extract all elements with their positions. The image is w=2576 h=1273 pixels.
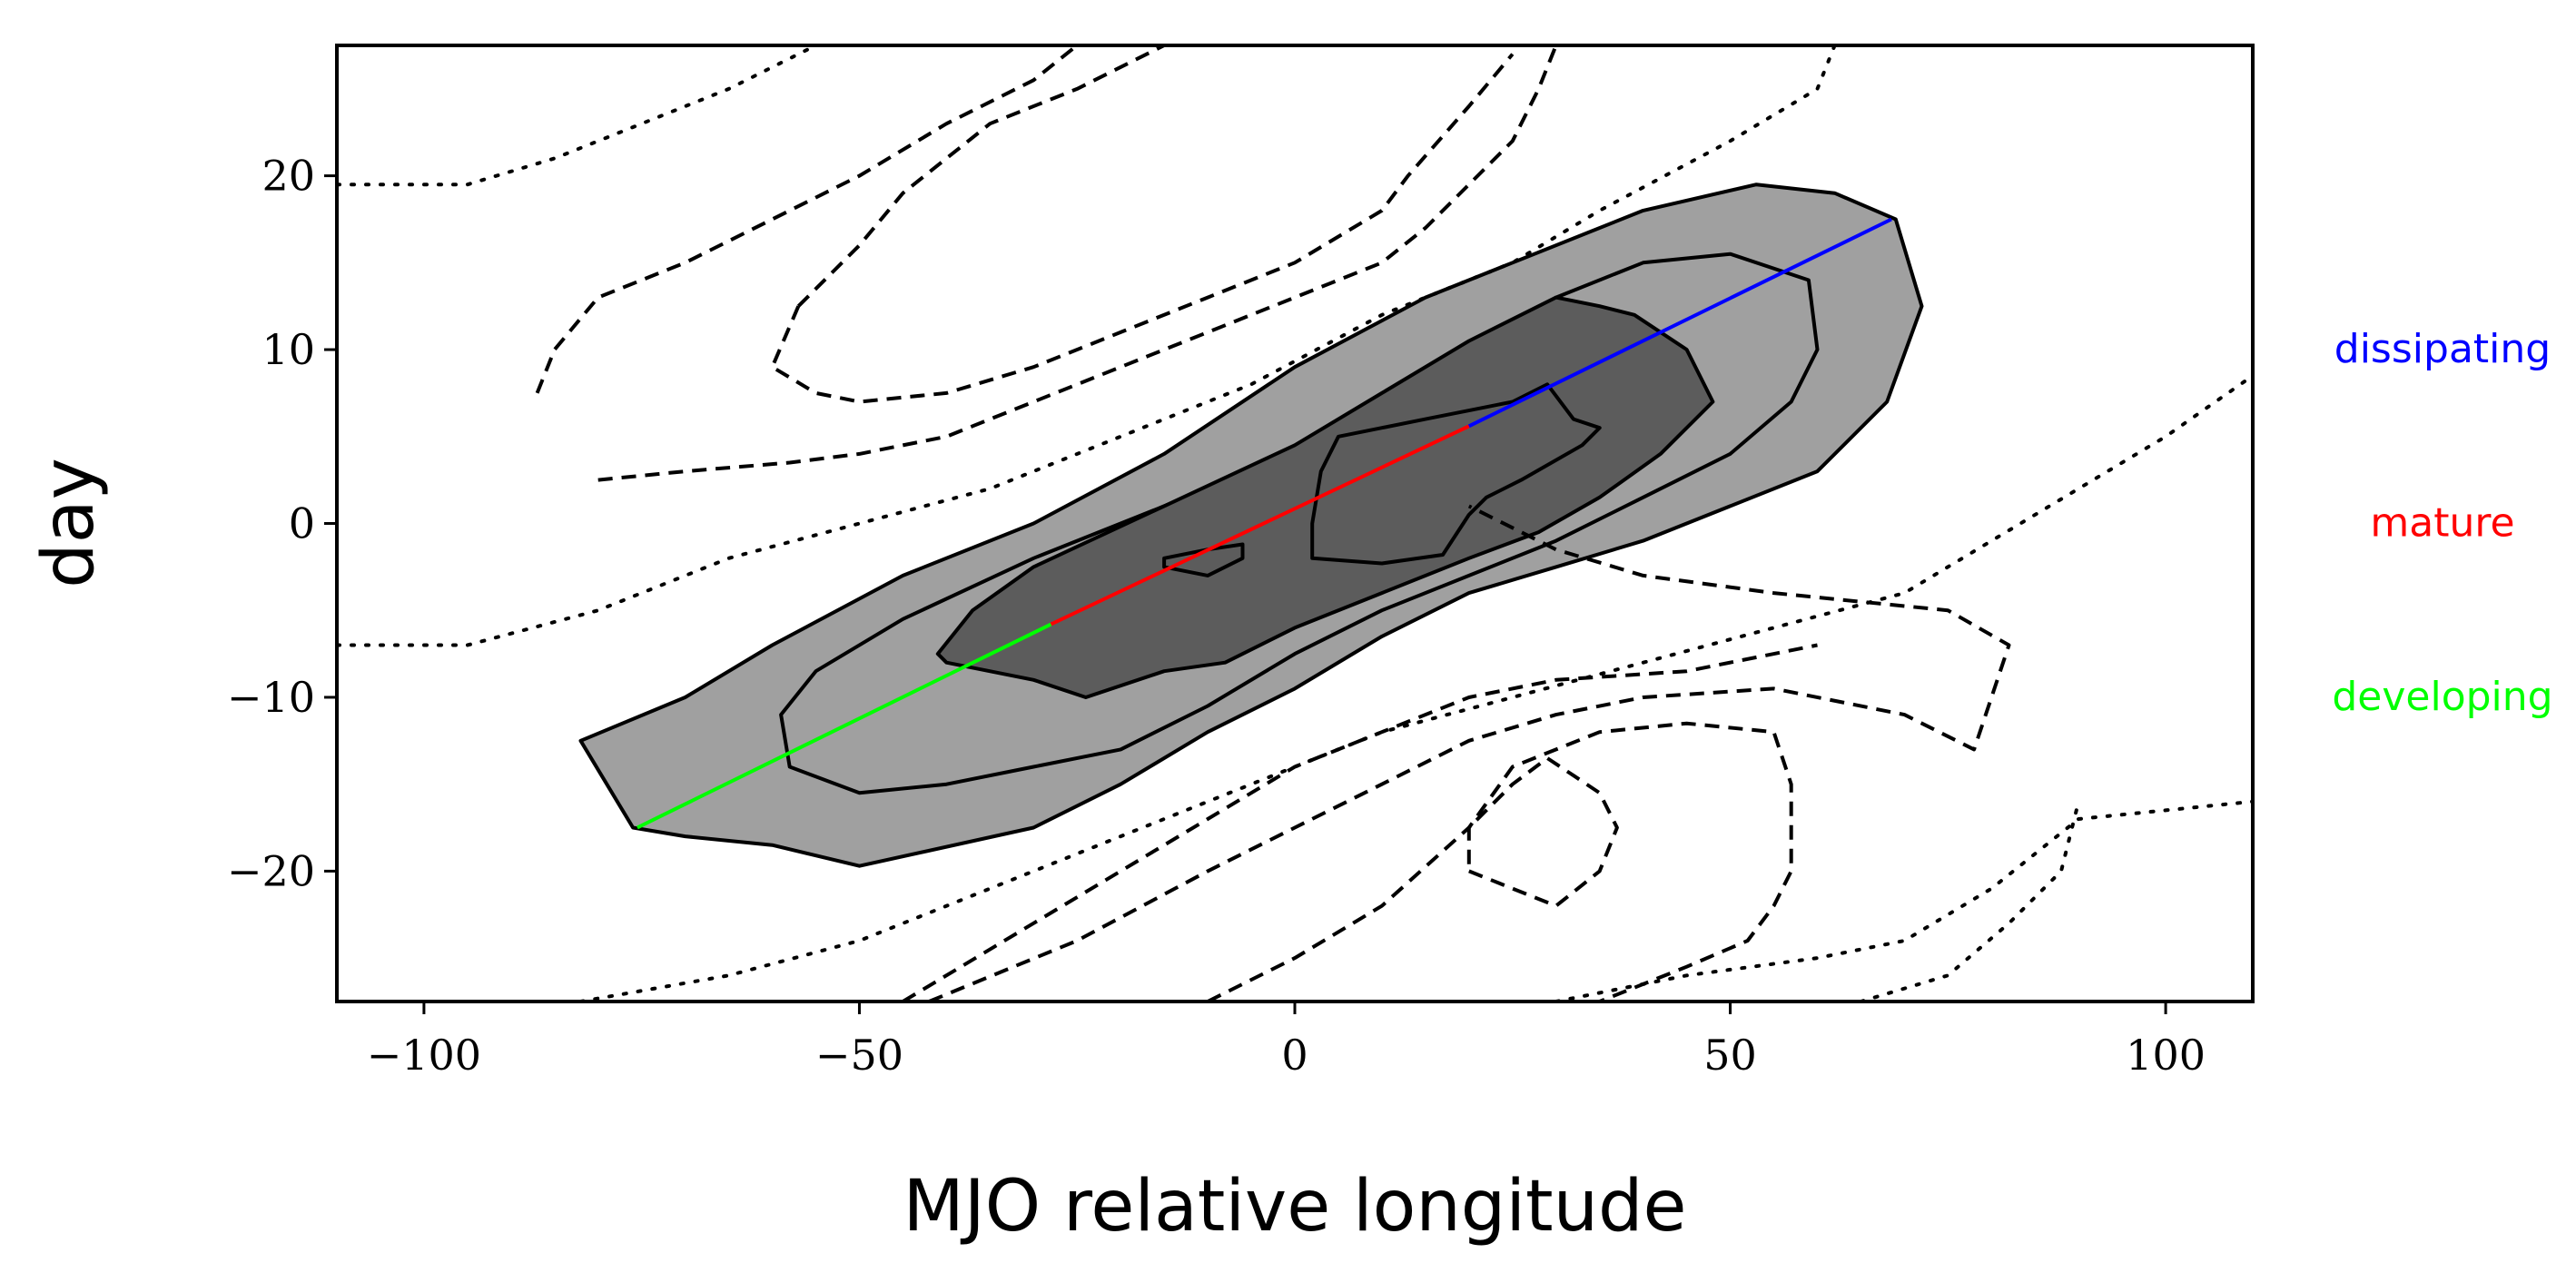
dashed-contour-upper-2 (1207, 721, 1793, 1002)
y-axis-title: day (28, 458, 110, 587)
phase-line-mature (1050, 424, 1470, 627)
phase-lines (637, 217, 1892, 830)
y-tick-label: −20 (227, 846, 315, 895)
dashed-contour-lower-4 (796, 45, 1165, 308)
dashed-contour-closed-upper (1466, 756, 1619, 908)
phase-line-developing (637, 622, 1052, 830)
x-tick-label: −100 (367, 1031, 481, 1080)
x-tick-label: 100 (2126, 1031, 2206, 1080)
dotted-contour-left-lower (337, 45, 818, 187)
island-contour-lower (1310, 382, 1602, 566)
annotation-developing: developing (2332, 674, 2552, 720)
y-tick-label: 20 (262, 152, 315, 201)
dashed-contour-lower-3 (770, 53, 1515, 404)
y-tick-label: 0 (289, 499, 315, 548)
y-tick-label: −10 (227, 673, 315, 722)
dashed-contour-upper-1 (928, 504, 2011, 1002)
annotation-mature: mature (2370, 500, 2514, 547)
dashed-contour-lower-2 (535, 45, 1079, 394)
x-axis-ticks: −100 −50 0 50 100 (367, 1002, 2206, 1080)
x-tick-label: 0 (1281, 1031, 1308, 1080)
x-tick-label: 50 (1703, 1031, 1757, 1080)
x-axis-title: MJO relative longitude (903, 1166, 1686, 1248)
dotted-contour-right (1859, 799, 2081, 1002)
phase-annotations: developing mature dissipating (2332, 326, 2552, 720)
phase-line-dissipating (1467, 217, 1892, 429)
annotation-dissipating: dissipating (2334, 326, 2551, 372)
dotted-contour-upper-right (1554, 799, 2253, 1002)
dotted-contour-upper-left (578, 373, 2253, 1002)
y-axis-ticks: −20 −10 0 10 20 (227, 152, 337, 895)
dotted-contour-left-upper (337, 45, 1837, 647)
dashed-contour-lower-1 (597, 45, 1558, 482)
y-tick-label: 10 (262, 325, 315, 374)
contour-layer (337, 45, 2253, 1002)
x-tick-label: −50 (815, 1031, 903, 1080)
island-contour-upper (1162, 542, 1245, 577)
